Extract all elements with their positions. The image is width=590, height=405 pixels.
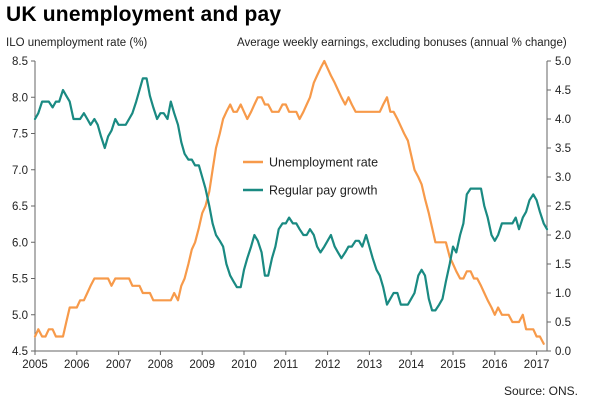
unemployment-rate-line <box>33 59 545 345</box>
legend-pay-growth-label: Regular pay growth <box>269 184 377 198</box>
source-note: Source: ONS. <box>503 384 578 398</box>
left-tick-label: 7.0 <box>12 165 28 177</box>
x-tick-label: 2005 <box>22 359 48 371</box>
left-tick-label: 6.5 <box>12 201 28 213</box>
x-tick-label: 2014 <box>398 359 424 371</box>
x-tick-label: 2009 <box>189 359 215 371</box>
right-tick-label: 1.0 <box>555 288 571 300</box>
x-tick-label: 2012 <box>315 359 341 371</box>
left-tick-label: 8.0 <box>12 92 28 104</box>
right-tick-label: 4.5 <box>555 85 571 97</box>
left-tick-label: 5.0 <box>12 310 28 322</box>
right-tick-label: 0.0 <box>555 346 571 358</box>
left-tick-label: 7.5 <box>12 129 28 141</box>
left-tick-label: 8.5 <box>12 56 28 68</box>
right-tick-label: 0.5 <box>555 317 571 329</box>
chart-title: UK unemployment and pay <box>6 3 282 26</box>
right-tick-label: 5.0 <box>555 56 571 68</box>
left-tick-label: 5.5 <box>12 274 28 286</box>
x-tick-label: 2011 <box>273 359 298 371</box>
pay-growth-line <box>33 77 549 312</box>
left-tick-label: 4.5 <box>12 346 28 358</box>
x-tick-label: 2016 <box>482 359 508 371</box>
left-tick-label: 6.0 <box>12 237 28 249</box>
left-axis-label: ILO unemployment rate (%) <box>6 37 148 49</box>
right-tick-label: 1.5 <box>555 259 571 271</box>
right-tick-label: 4.0 <box>555 114 571 126</box>
x-tick-label: 2013 <box>357 359 383 371</box>
x-tick-label: 2007 <box>106 359 132 371</box>
right-tick-label: 2.5 <box>555 201 571 213</box>
right-tick-label: 2.0 <box>555 230 571 242</box>
x-tick-label: 2010 <box>231 359 257 371</box>
right-tick-label: 3.5 <box>555 143 571 155</box>
right-axis-label: Average weekly earnings, excluding bonus… <box>237 37 567 49</box>
x-tick-label: 2015 <box>440 359 466 371</box>
legend-unemployment-label: Unemployment rate <box>269 156 378 170</box>
x-tick-label: 2008 <box>148 359 174 371</box>
right-tick-label: 3.0 <box>555 172 571 184</box>
x-tick-label: 2006 <box>64 359 90 371</box>
x-tick-label: 2017 <box>524 359 550 371</box>
